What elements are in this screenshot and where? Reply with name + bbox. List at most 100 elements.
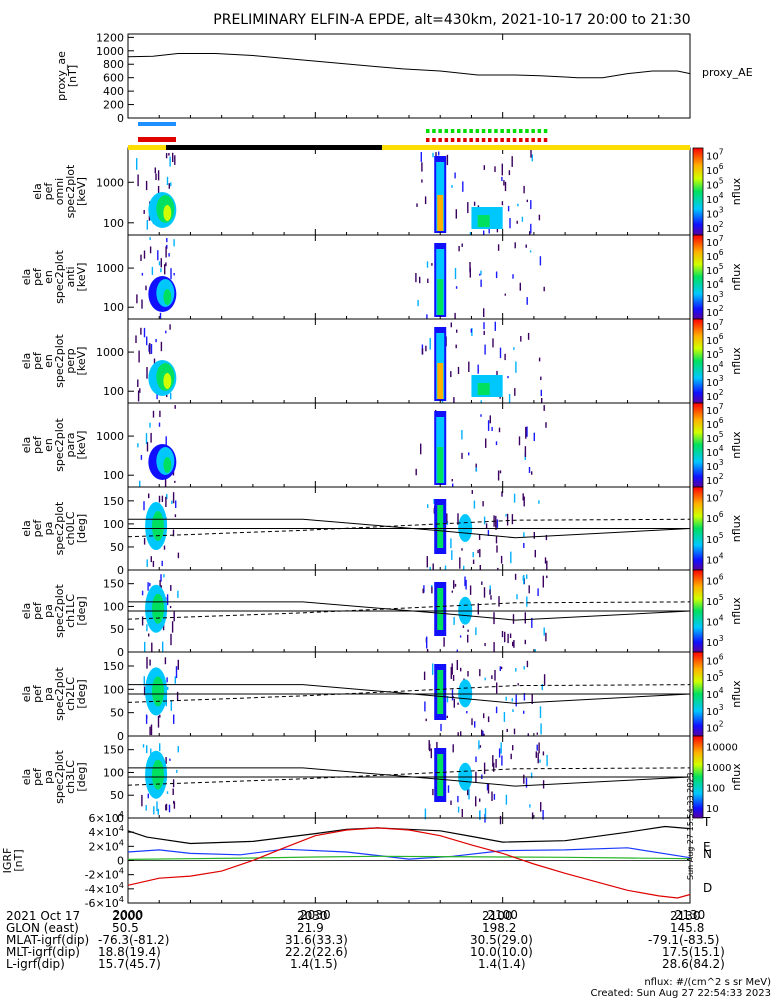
panel-2-noise-b-2 [529, 250, 532, 253]
panel-3-noise-b-15 [450, 371, 452, 378]
panel-6-ylabel-2: pa [42, 604, 55, 618]
panel-6-noise-b-43 [493, 642, 495, 653]
panel-7-noise-b-28 [425, 718, 427, 722]
status-bar-green-16 [525, 129, 529, 133]
panel-4-noise-a-17 [164, 477, 167, 489]
panel-3-noise-b-36 [514, 388, 516, 396]
panel-5-event-a-core [151, 511, 164, 542]
panel-7-noise-a-16 [149, 726, 151, 736]
panel-7-noise-b-24 [474, 721, 476, 728]
panel-6-noise-b-50 [514, 573, 517, 580]
panel-1-noise-b-38 [501, 163, 503, 176]
panel-4-noise-b-19 [491, 426, 493, 431]
panel-2-noise-a-9 [164, 264, 166, 275]
panel-7-noise-b-25 [479, 669, 481, 677]
panel-6-noise-a-6 [141, 616, 144, 626]
panel-1-noise-b-31 [507, 205, 510, 212]
panel-8-noise-b-50 [430, 748, 432, 759]
panel-6-noise-b-14 [453, 580, 455, 589]
panel-6-noise-b-28 [454, 583, 457, 587]
panel-8-noise-b-58 [546, 755, 548, 767]
panel-1-cbar-label-4: 106 [706, 162, 724, 177]
panel-7-noise-a-15 [167, 686, 169, 690]
panel-1-noise-b-23 [538, 214, 541, 221]
footer-mlt-3: 17.5(15.1) [662, 945, 725, 959]
panel-6-cbar-label-3: 106 [706, 572, 724, 587]
panel-1-noise-b-37 [501, 201, 504, 206]
panel-7-noise-b-55 [481, 729, 483, 739]
panel-7-cbar-label-2: 104 [706, 686, 724, 701]
panel-8-ylabel-1: pef [31, 767, 44, 786]
panel-4-noise-a-7 [158, 422, 161, 427]
panel-6-noise-b-18 [498, 596, 500, 607]
panel-6-ylabel-5: [deg] [75, 596, 88, 625]
panel-2-noise-b-28 [539, 256, 542, 266]
panel-8-noise-b-0 [461, 809, 463, 817]
panel-7-noise-b-12 [526, 660, 529, 668]
panel-4-noise-b-23 [524, 446, 527, 457]
panel-3-noise-b-33 [421, 348, 424, 355]
panel-5-noise-a-22 [143, 501, 145, 511]
panel-5-noise-a-17 [158, 495, 161, 503]
panel-8-noise-b-48 [429, 743, 431, 752]
panel-1-noise-b-33 [521, 216, 524, 222]
status-bar-red [138, 137, 176, 142]
panel-5-noise-a-9 [161, 560, 163, 567]
panel-6-noise-b-33 [475, 627, 477, 636]
panel-1-noise-b-39 [424, 196, 427, 205]
panel-8-colorbar-frame [692, 735, 704, 819]
panel-7-noise-b-1 [506, 728, 508, 732]
panel-3-noise-b-31 [540, 389, 542, 397]
panel-7-ylabel-3: spec2plot [53, 667, 66, 721]
panel-4-ylabel-5: [keV] [75, 431, 88, 460]
panel-3-noise-a-12 [143, 327, 146, 338]
footer-label-0: 2021 Oct 17 [6, 909, 81, 923]
panel-2-noise-a-21 [149, 246, 152, 254]
panel-2-noise-a-2 [158, 261, 161, 266]
panel-6-yticklabel-2: 100 [103, 600, 124, 613]
panel-5-noise-b-55 [495, 536, 498, 544]
panel-3-noise-a-5 [140, 327, 142, 335]
panel-4-noise-b-26 [480, 414, 482, 417]
panel-6-noise-b-25 [456, 649, 458, 653]
panel-2-noise-a-24 [170, 268, 172, 280]
panel-1-noise-b-0 [473, 201, 476, 206]
panel-1-noise-b-36 [451, 185, 453, 188]
figure-title: PRELIMINARY ELFIN-A EPDE, alt=430km, 202… [213, 12, 690, 28]
panel-8-ylabel-4: ch3LC [64, 760, 77, 794]
footer-mlat-2: 30.5(29.0) [470, 933, 533, 947]
panel-1-noise-b-35 [469, 232, 472, 236]
panel-8-yticklabel-0: 0 [117, 812, 124, 825]
panel-7-noise-b-15 [523, 710, 525, 714]
panel-7-noise-a-10 [177, 659, 179, 670]
panel-4-noise-a-18 [140, 455, 143, 460]
panel-8-cbar-title: nflux [730, 763, 743, 791]
panel-3-event-a-core [163, 373, 172, 389]
igrf-line-N [127, 847, 691, 860]
panel-9-ylabel-1: [nT] [12, 849, 25, 871]
panel-5-yticklabel-3: 150 [103, 495, 124, 508]
panel-3-noise-b-32 [504, 353, 506, 361]
footer-glon-1: 21.9 [297, 921, 324, 935]
panel-9-yticklabel-3: 0 [117, 855, 124, 868]
panel-2-ylabel-5: [keV] [75, 263, 88, 292]
panel-1-noise-a-26 [168, 183, 170, 189]
panel-7-event-a-core [151, 676, 164, 707]
panel-1-cbar-label-1: 103 [706, 205, 724, 220]
panel-2-noise-a-1 [141, 299, 143, 309]
panel-5-yticklabel-1: 50 [110, 541, 124, 554]
panel-8-noise-b-15 [531, 812, 534, 820]
panel-4-noise-b-22 [528, 467, 531, 473]
panel-2-noise-b-5 [454, 312, 456, 321]
panel-6-noise-a-22 [151, 642, 153, 653]
panel-6-noise-b-51 [465, 579, 467, 590]
panel-2-noise-b-20 [417, 299, 419, 307]
panel-7-noise-b-53 [540, 723, 542, 735]
panel-3-cbar-label-3: 105 [706, 346, 724, 361]
panel-4-noise-b-11 [533, 432, 535, 442]
panel-6-noise-a-19 [177, 590, 179, 598]
panel-3-noise-a-4 [146, 367, 148, 379]
panel-4-colorbar [693, 403, 703, 487]
panel-2-noise-a-25 [136, 294, 138, 304]
panel-1-noise-b-20 [511, 156, 513, 167]
